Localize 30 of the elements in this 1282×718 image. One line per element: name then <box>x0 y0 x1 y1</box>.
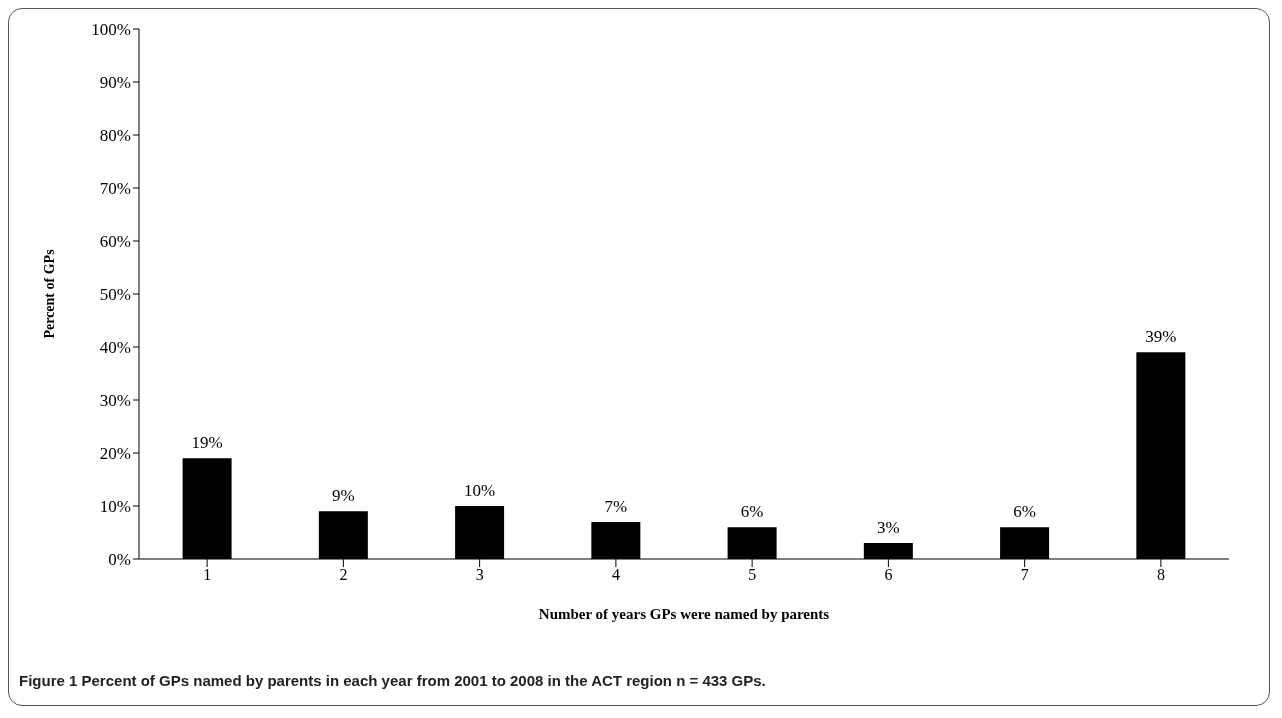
data-label: 7% <box>604 496 628 516</box>
x-tick-label: 3 <box>475 566 484 584</box>
y-tick-label: 40% <box>99 338 131 358</box>
data-label: 3% <box>877 518 900 538</box>
x-tick-label: 7 <box>1020 566 1029 584</box>
y-tick-label: 60% <box>99 232 131 252</box>
x-tick-label: 1 <box>203 566 212 584</box>
data-label: 10% <box>464 481 496 500</box>
x-axis-title: Number of years GPs were named by parents <box>538 606 830 622</box>
x-tick-label: 2 <box>339 566 348 584</box>
y-tick-label: 30% <box>99 391 131 411</box>
data-label: 39% <box>1145 327 1177 347</box>
y-tick-label: 10% <box>99 497 131 517</box>
x-tick-label: 5 <box>748 566 757 584</box>
y-tick-label: 90% <box>99 73 131 93</box>
y-tick-label: 80% <box>99 126 131 146</box>
y-tick-label: 70% <box>99 179 131 199</box>
data-label: 6% <box>1013 502 1036 522</box>
x-tick-label: 4 <box>611 566 620 584</box>
y-tick-label: 100% <box>91 20 131 40</box>
x-tick-label: 8 <box>1156 566 1165 584</box>
y-tick-label: 0% <box>108 550 131 570</box>
y-tick-label: 20% <box>99 444 131 464</box>
data-label: 9% <box>332 486 355 506</box>
data-label: 6% <box>740 502 764 522</box>
y-tick-label: 50% <box>99 285 131 305</box>
y-axis-title: Percent of GPs <box>41 248 57 339</box>
data-label: 19% <box>191 433 223 453</box>
x-tick-label: 6 <box>884 566 893 584</box>
caption: Figure 1 Percent of GPs named by parents in each year from 2001 to 2008 in the ACT region n = 433 GPs. <box>19 672 766 689</box>
